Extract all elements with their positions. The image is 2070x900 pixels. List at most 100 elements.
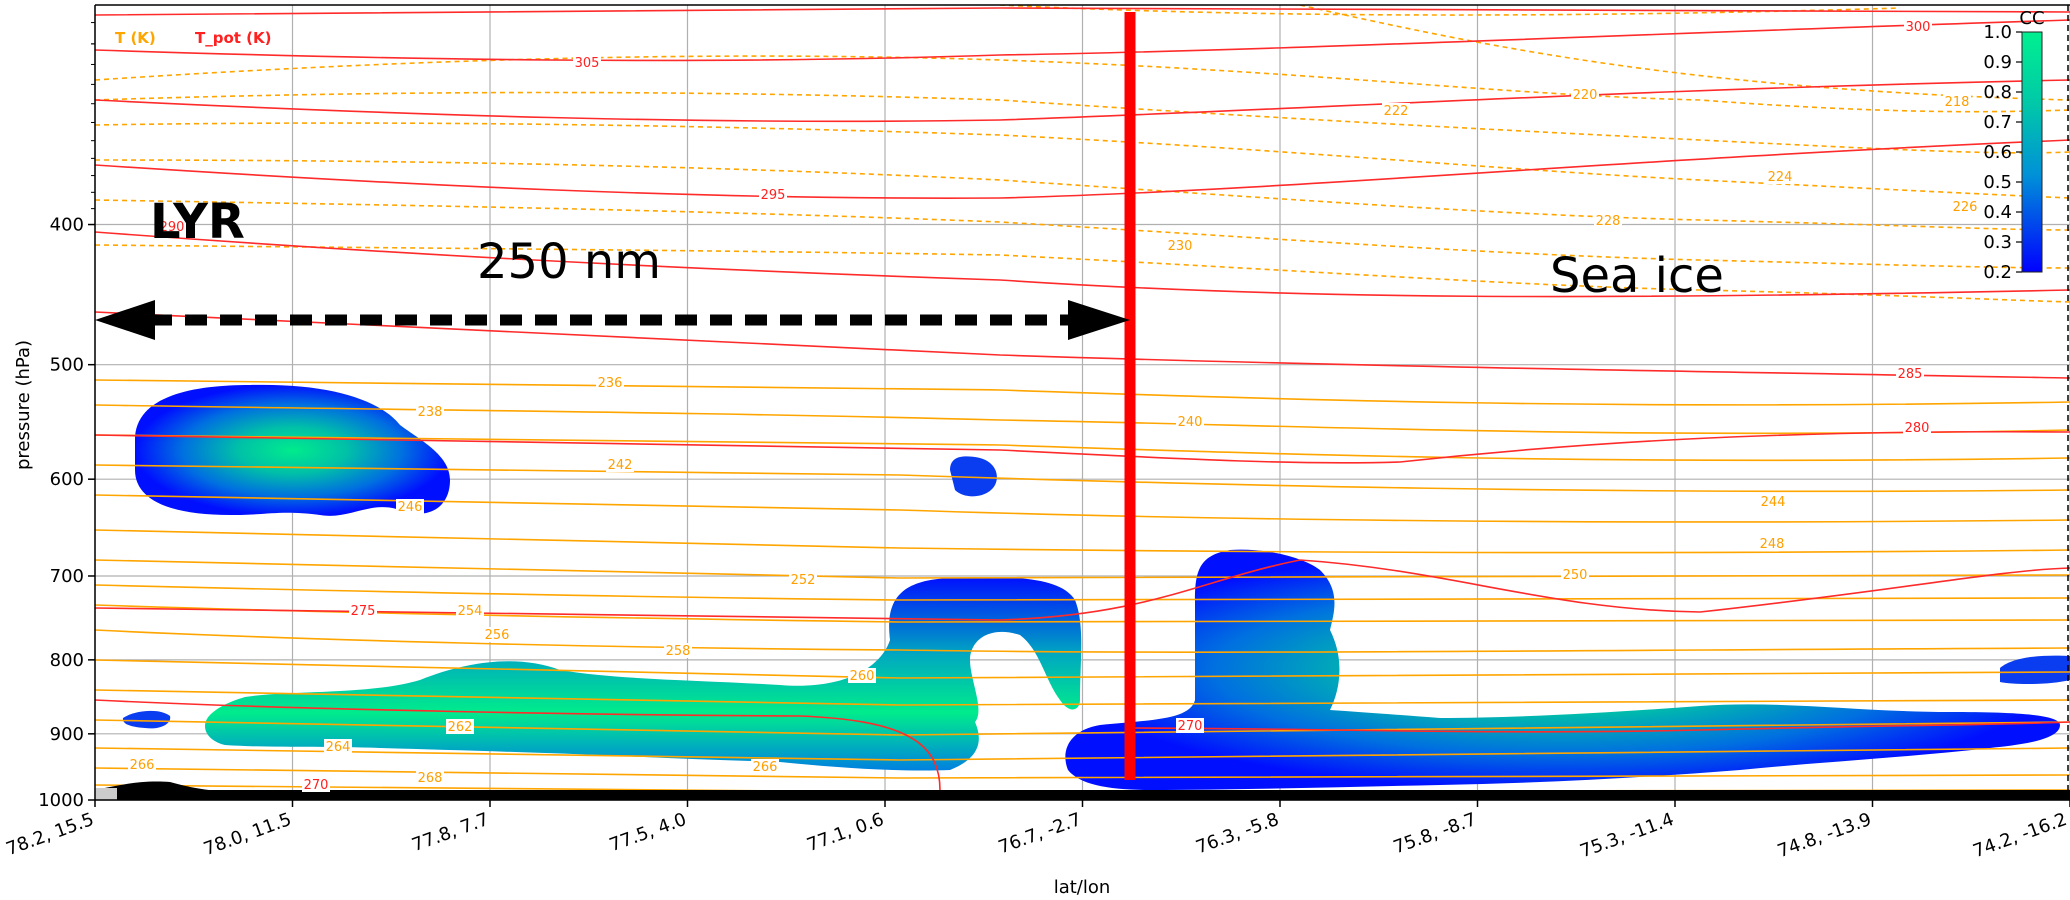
colorbar-tick-label: 0.6 xyxy=(1983,142,2012,163)
colorbar-tick-label: 0.4 xyxy=(1983,202,2012,223)
t-contour xyxy=(95,244,2070,303)
legend-entry-t: T (K) xyxy=(115,29,156,47)
t-contour xyxy=(95,434,2070,462)
t-contour xyxy=(1299,5,2070,101)
contour-label-bg xyxy=(606,457,634,472)
x-tick-label: 74.2, -16.2 xyxy=(1970,809,2069,862)
y-tick-label: 500 xyxy=(50,355,84,376)
contour-label: 254 xyxy=(458,604,483,619)
arrow-head-right xyxy=(1068,300,1130,340)
contour-label-bg xyxy=(324,739,352,754)
x-tick-label: 77.8, 7.7 xyxy=(409,809,492,856)
annotation-sea-ice: Sea ice xyxy=(1550,248,1724,304)
annotation-distance: 250 nm xyxy=(477,234,661,290)
contour-label-bg xyxy=(789,572,817,587)
contour-label: 275 xyxy=(351,604,376,619)
colorbar-tick-label: 1.0 xyxy=(1983,22,2012,43)
contour-label: 285 xyxy=(1898,367,1923,382)
contour-label-bg xyxy=(1904,19,1932,34)
y-axis: 400 500 600 700 800 900 1000 xyxy=(38,22,95,811)
contour-label: 226 xyxy=(1953,200,1978,215)
contour-label-bg xyxy=(1571,87,1599,102)
contour-label: 218 xyxy=(1945,95,1970,110)
contour-label-bg xyxy=(1382,103,1410,118)
colorbar-tick-label: 0.5 xyxy=(1983,172,2012,193)
contour-label: 248 xyxy=(1760,537,1785,552)
colorbar: CC 1.0 0.9 0.8 0.7 0.6 0.5 0.4 0.3 0.2 xyxy=(1983,8,2044,283)
cc-blob-upper-left xyxy=(135,384,450,516)
contour-label-bg xyxy=(483,627,511,642)
tpot-contour xyxy=(95,19,2070,62)
tpot-contour xyxy=(1129,721,2070,733)
t-contour xyxy=(95,159,2070,231)
tpot-contour xyxy=(95,231,2070,298)
contour-label: 290 xyxy=(160,220,185,235)
x-tick-label: 77.5, 4.0 xyxy=(607,809,690,856)
contour-label: 264 xyxy=(326,740,351,755)
contour-label: 224 xyxy=(1768,170,1793,185)
colorbar-title: CC xyxy=(2019,8,2044,29)
contour-label-bg xyxy=(1758,536,1786,551)
contour-label-bg xyxy=(664,643,692,658)
contour-label: 222 xyxy=(1384,104,1409,119)
contour-label: 268 xyxy=(418,771,443,786)
tpot-contour xyxy=(95,6,2070,16)
annotation-lyr: LYR xyxy=(150,194,245,250)
contour-label-bg xyxy=(158,219,186,234)
cc-blob-right-edge xyxy=(2000,655,2070,685)
contour-label: 236 xyxy=(598,376,623,391)
contour-layer xyxy=(95,5,2070,800)
contour-label: 270 xyxy=(304,778,329,793)
distance-arrow xyxy=(95,300,1130,340)
contour-label: 228 xyxy=(1596,214,1621,229)
contour-label: 305 xyxy=(575,56,600,71)
arrow-head-left xyxy=(95,300,155,340)
x-tick-label: 75.3, -11.4 xyxy=(1577,809,1676,862)
x-tick-label: 77.1, 0.6 xyxy=(804,809,887,856)
contour-label-bg xyxy=(573,55,601,70)
contour-label-bg xyxy=(759,187,787,202)
t-contour xyxy=(95,404,2070,435)
t-contour xyxy=(95,689,2070,706)
contour-label-bg xyxy=(1951,199,1979,214)
t-contour xyxy=(95,464,2070,493)
contour-label-bg xyxy=(1166,238,1194,253)
t-contour xyxy=(95,719,2070,736)
contour-label-bg xyxy=(349,603,377,618)
tpot-contour xyxy=(95,699,941,791)
contour-label-bg xyxy=(751,759,779,774)
colorbar-ticks: 1.0 0.9 0.8 0.7 0.6 0.5 0.4 0.3 0.2 xyxy=(1983,22,2022,283)
contour-label: 262 xyxy=(448,720,473,735)
y-tick-label: 400 xyxy=(50,215,84,236)
surface-bar xyxy=(95,790,2070,800)
colorbar-ramp xyxy=(2021,31,2043,273)
y-tick-label: 1000 xyxy=(38,790,84,811)
legend: T (K) T_pot (K) xyxy=(115,29,272,47)
contour-label: 280 xyxy=(1905,421,1930,436)
contour-label-bg xyxy=(1903,420,1931,435)
t-contour xyxy=(95,529,2070,554)
contour-label: 252 xyxy=(791,573,816,588)
contour-label-bg xyxy=(1176,414,1204,429)
contour-label-bg xyxy=(396,499,424,514)
contour-labels: 305 300 295 290 285 280 275 270 270 220 218 222 224 2… xyxy=(128,19,1979,793)
terrain xyxy=(95,781,2070,800)
colorbar-tick-label: 0.7 xyxy=(1983,112,2012,133)
contour-label-bg xyxy=(596,375,624,390)
contour-label: 266 xyxy=(130,758,155,773)
contour-label: 295 xyxy=(761,188,786,203)
contour-label: 230 xyxy=(1168,239,1193,254)
x-tick-label: 78.2, 15.5 xyxy=(3,809,96,860)
x-axis-label: lat/lon xyxy=(1054,877,1111,898)
y-axis-label: pressure (hPa) xyxy=(13,340,34,470)
y-tick-label: 800 xyxy=(50,650,84,671)
t-contour xyxy=(95,559,2070,579)
tpot-contour xyxy=(95,139,2070,199)
colorbar-tick-label: 0.2 xyxy=(1983,262,2012,283)
legend-entry-tpot: T_pot (K) xyxy=(195,29,272,47)
t-contour xyxy=(95,55,2070,113)
contour-label: 256 xyxy=(485,628,510,643)
terrain-marker xyxy=(95,788,117,800)
potential-temperature-contours xyxy=(95,6,2070,791)
